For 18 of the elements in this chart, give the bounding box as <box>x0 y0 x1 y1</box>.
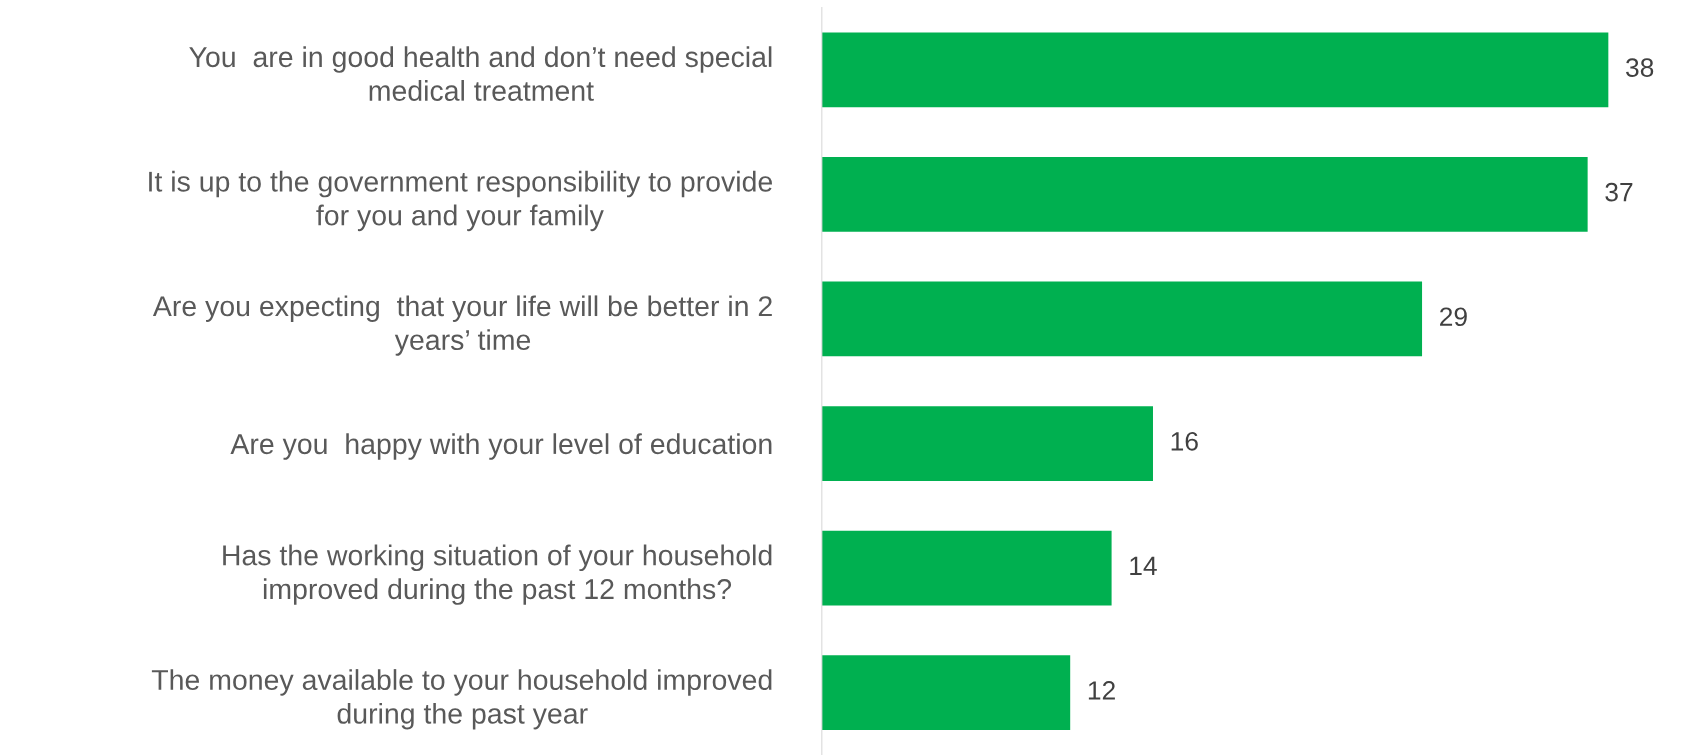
bar <box>821 281 1423 357</box>
y-tick-label: Are you expecting that your life will be better in 2 years’ time <box>152 295 772 356</box>
bar <box>821 32 1609 108</box>
bar <box>821 530 1112 606</box>
y-tick-label: Has the working situation of your household improved during the past 12 months? <box>223 544 772 605</box>
data-label: 37 <box>1605 182 1633 202</box>
data-label: 16 <box>1171 431 1198 451</box>
y-tick-label: The money available to your household improved during the past year <box>151 669 772 730</box>
bar <box>821 157 1588 232</box>
bar <box>821 406 1153 481</box>
data-label: 38 <box>1626 58 1654 77</box>
data-label: 29 <box>1440 307 1467 327</box>
y-tick-label: You are in good health and don’t need special medical treatment <box>189 46 772 101</box>
data-label: 14 <box>1130 556 1157 575</box>
y-tick-label: It is up to the government responsibility to provide for you and your family <box>149 170 772 232</box>
bar <box>821 655 1071 731</box>
data-label: 12 <box>1088 681 1115 700</box>
y-tick-label: Are you happy with your level of education <box>230 433 772 460</box>
